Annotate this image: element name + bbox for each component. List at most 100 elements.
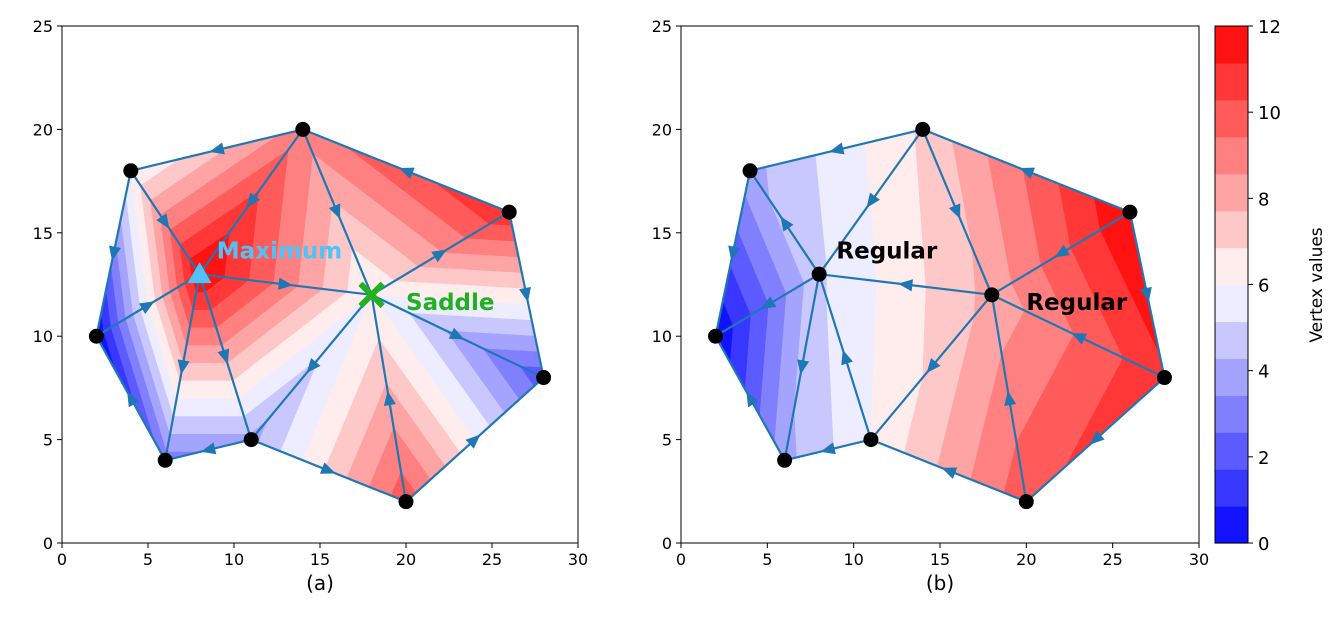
flow-arrow bbox=[1139, 286, 1152, 303]
y-tick-label: 10 bbox=[652, 327, 672, 346]
x-tick-label: 30 bbox=[1189, 550, 1209, 569]
flow-arrow bbox=[448, 327, 465, 340]
colorbar-level bbox=[1215, 26, 1248, 64]
saddle-marker bbox=[358, 281, 385, 309]
vertex-point bbox=[984, 287, 1000, 303]
vertex-point bbox=[501, 204, 517, 220]
flow-arrow bbox=[820, 442, 836, 455]
colorbar-tick-label: 12 bbox=[1258, 17, 1281, 38]
x-tick-label: 5 bbox=[143, 550, 153, 569]
x-tick-label: 10 bbox=[843, 550, 863, 569]
vertex-point bbox=[1122, 204, 1138, 220]
flow-arrow bbox=[319, 462, 336, 474]
x-tick-label: 20 bbox=[396, 550, 416, 569]
y-tick-label: 20 bbox=[652, 120, 672, 139]
vertex-point bbox=[88, 328, 104, 344]
colorbar-tick-label: 2 bbox=[1258, 448, 1269, 469]
flow-arrow bbox=[1004, 390, 1017, 407]
flow-arrow bbox=[1089, 430, 1105, 445]
vertex-point bbox=[915, 121, 931, 137]
flow-arrow bbox=[109, 245, 121, 261]
colorbar-level bbox=[1215, 432, 1248, 470]
annotation-label: Saddle bbox=[406, 290, 495, 316]
flow-arrow bbox=[328, 203, 341, 220]
vertex-point bbox=[708, 328, 724, 344]
x-tick-label: 15 bbox=[930, 550, 950, 569]
colorbar: 0 2 4 6 8 10 12 Vertex values bbox=[1214, 17, 1327, 555]
y-tick-label: 15 bbox=[33, 224, 53, 243]
contour-band bbox=[176, 380, 239, 399]
flow-arrow bbox=[246, 192, 261, 208]
colorbar-level bbox=[1215, 173, 1248, 212]
flow-arrow bbox=[519, 286, 531, 303]
annotation-label: Regular bbox=[836, 238, 938, 264]
vertex-point bbox=[863, 432, 879, 448]
flow-arrow bbox=[138, 301, 155, 314]
flow-arrow bbox=[948, 203, 961, 220]
vertex-point bbox=[536, 370, 552, 386]
colorbar-level bbox=[1215, 321, 1248, 359]
x-tick-label: 0 bbox=[57, 550, 67, 569]
flow-arrow bbox=[177, 359, 190, 375]
colorbar-label: Vertex values bbox=[1307, 227, 1327, 342]
colorbar-level bbox=[1215, 62, 1248, 101]
colorbar-level bbox=[1215, 247, 1248, 286]
vertex-point bbox=[1156, 370, 1172, 386]
flow-arrow bbox=[1071, 332, 1087, 345]
y-tick-label: 20 bbox=[33, 120, 53, 139]
flow-arrow bbox=[465, 434, 481, 449]
y-tick-label: 5 bbox=[43, 431, 53, 450]
colorbar-level bbox=[1215, 210, 1248, 249]
flow-arrow bbox=[746, 391, 759, 408]
contour-band bbox=[179, 362, 234, 381]
colorbar-level bbox=[1215, 136, 1248, 175]
y-tick-label: 15 bbox=[652, 224, 672, 243]
annotation-label: Regular bbox=[1026, 290, 1128, 316]
vertex-point bbox=[123, 163, 139, 179]
flow-arrow bbox=[156, 213, 170, 229]
flow-arrow bbox=[728, 245, 741, 261]
panel-a: 0 5 10 15 20 25 30 0 5 10 15 20 25 (a) Maximum Saddle bbox=[33, 17, 589, 595]
y-tick-label: 0 bbox=[43, 534, 53, 553]
colorbar-level bbox=[1215, 284, 1248, 323]
vertex-point bbox=[398, 494, 414, 510]
flow-arrow bbox=[306, 358, 321, 374]
colorbar-level bbox=[1215, 395, 1248, 433]
contour-band bbox=[169, 415, 250, 434]
x-tick-label: 30 bbox=[568, 550, 588, 569]
flow-arrow bbox=[431, 249, 447, 263]
flow-arrow bbox=[127, 391, 140, 408]
flow-arrow bbox=[841, 349, 853, 366]
colorbar-level bbox=[1215, 358, 1248, 396]
panel-subtitle: (a) bbox=[306, 571, 334, 595]
x-tick-label: 0 bbox=[676, 550, 686, 569]
contour-fill bbox=[715, 128, 1166, 503]
flow-arrow bbox=[866, 192, 880, 208]
x-tick-label: 5 bbox=[762, 550, 772, 569]
y-tick-label: 0 bbox=[662, 534, 672, 553]
colorbar-tick-label: 6 bbox=[1258, 276, 1269, 297]
flow-arrow bbox=[217, 348, 230, 365]
colorbar-level bbox=[1215, 506, 1248, 544]
flow-arrow bbox=[1054, 244, 1070, 258]
colorbar-tick-label: 10 bbox=[1258, 103, 1281, 124]
flow-arrow bbox=[383, 390, 396, 407]
annotation-label: Maximum bbox=[217, 238, 342, 264]
x-tick-label: 25 bbox=[482, 550, 502, 569]
flow-arrow bbox=[1019, 167, 1036, 179]
vertex-point bbox=[742, 163, 758, 179]
flow-arrow bbox=[797, 359, 810, 375]
panel-b: 0 5 10 15 20 25 30 0 5 10 15 20 25 (b) Regular Regular bbox=[652, 17, 1210, 595]
colorbar-tick-label: 0 bbox=[1258, 534, 1269, 555]
x-tick-label: 25 bbox=[1102, 550, 1122, 569]
y-tick-label: 25 bbox=[33, 17, 53, 36]
x-tick-label: 10 bbox=[224, 550, 244, 569]
flow-arrow bbox=[780, 216, 794, 232]
maximum-marker bbox=[187, 262, 212, 284]
flow-arrow bbox=[829, 142, 845, 155]
vertex-point bbox=[777, 452, 793, 468]
y-tick-label: 25 bbox=[652, 17, 672, 36]
flow-arrow bbox=[926, 358, 941, 373]
colorbar-level bbox=[1215, 99, 1248, 138]
